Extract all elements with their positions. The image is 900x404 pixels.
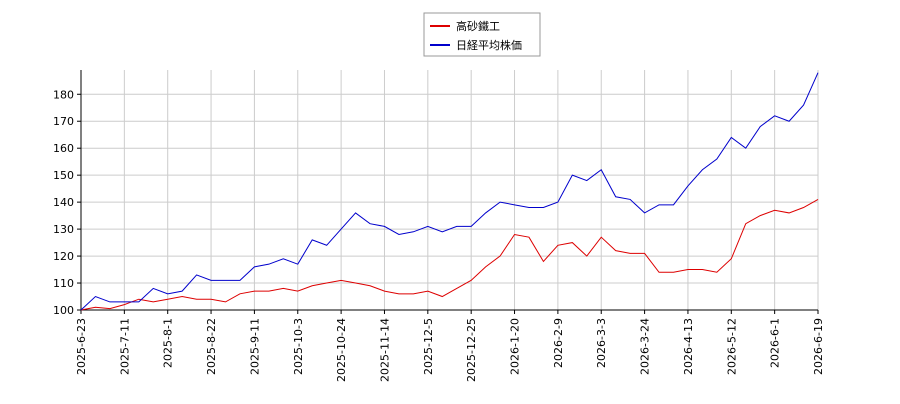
x-tick-label: 2025-8-1 [162,318,175,368]
x-tick-label: 2026-5-12 [725,318,738,375]
y-tick-label: 180 [53,88,74,101]
x-tick-label: 2026-6-19 [812,318,825,375]
y-tick-label: 160 [53,142,74,155]
y-tick-label: 140 [53,196,74,209]
x-tick-label: 2026-2-9 [552,318,565,368]
x-tick-label: 2025-11-14 [378,318,391,382]
line-series [80,72,819,311]
x-tick-label: 2025-7-11 [118,318,131,375]
x-tick-label: 2026-4-13 [682,318,695,375]
legend-label: 日経平均株価 [456,38,522,52]
legend-box [423,12,541,57]
x-tick-label: 2026-3-3 [595,318,608,368]
x-tick-label: 2025-10-24 [335,318,348,382]
x-tick-label: 2026-1-20 [509,318,522,375]
x-tick-label: 2025-12-5 [422,318,435,375]
y-tick-label: 170 [53,115,74,128]
x-tick-label: 2025-6-23 [75,318,88,375]
x-tick-label: 2026-3-24 [639,318,652,375]
y-tick-label: 130 [53,223,74,236]
legend-label: 高砂鐵工 [456,19,500,33]
y-tick-label: 150 [53,169,74,182]
x-tick-label: 2026-6-1 [769,318,782,368]
line-series [80,199,819,311]
x-tick-label: 2025-10-3 [292,318,305,375]
x-tick-label: 2025-12-25 [465,318,478,382]
y-tick-label: 110 [53,277,74,290]
y-tick-label: 100 [53,304,74,317]
y-tick-label: 120 [53,250,74,263]
x-tick-label: 2025-8-22 [205,318,218,375]
x-tick-label: 2025-9-11 [248,318,261,375]
